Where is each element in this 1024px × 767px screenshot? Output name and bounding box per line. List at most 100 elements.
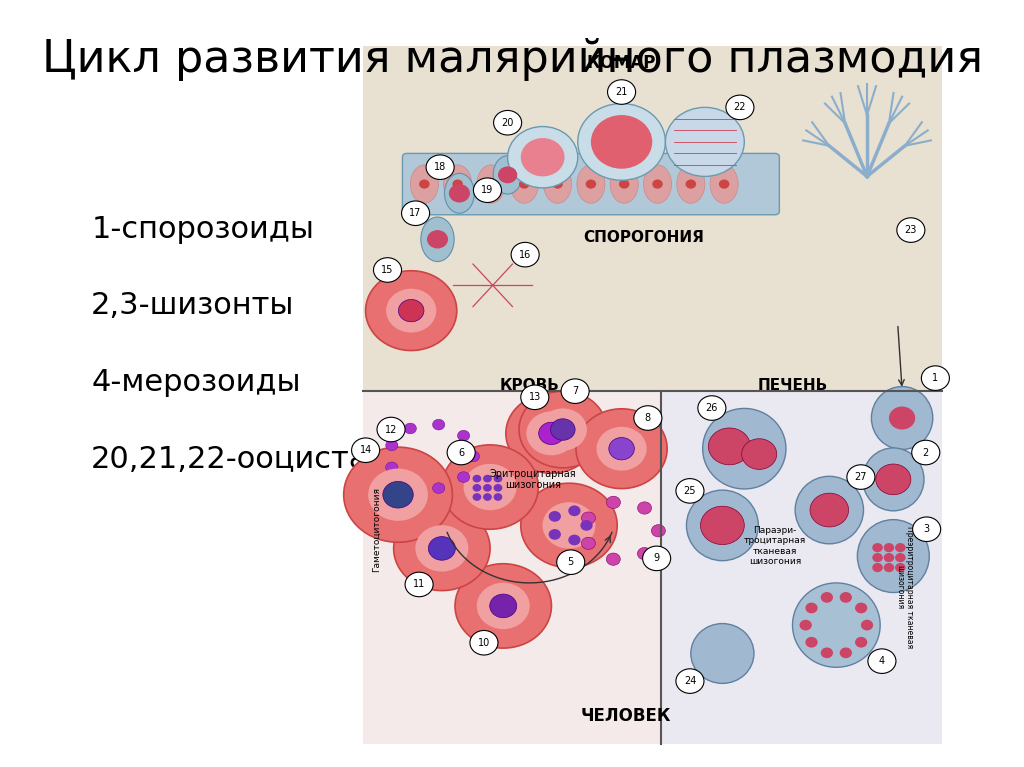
Text: 26: 26 bbox=[706, 403, 718, 413]
Circle shape bbox=[366, 271, 457, 351]
Circle shape bbox=[521, 138, 564, 176]
Circle shape bbox=[637, 548, 651, 560]
Text: 16: 16 bbox=[519, 249, 531, 260]
Circle shape bbox=[549, 529, 561, 540]
Circle shape bbox=[911, 440, 940, 465]
Circle shape bbox=[416, 525, 468, 571]
Text: 18: 18 bbox=[434, 162, 446, 173]
Text: 10: 10 bbox=[478, 637, 490, 648]
Text: 11: 11 bbox=[413, 579, 425, 590]
Circle shape bbox=[426, 155, 455, 179]
Ellipse shape bbox=[796, 476, 863, 544]
Circle shape bbox=[876, 464, 911, 495]
Text: 27: 27 bbox=[855, 472, 867, 482]
Circle shape bbox=[861, 620, 873, 630]
Circle shape bbox=[344, 447, 453, 542]
Circle shape bbox=[638, 502, 651, 514]
Circle shape bbox=[521, 483, 617, 568]
FancyBboxPatch shape bbox=[362, 46, 941, 744]
Text: Гаметоцитогония: Гаметоцитогония bbox=[372, 487, 381, 571]
Circle shape bbox=[581, 520, 593, 531]
Circle shape bbox=[806, 603, 817, 614]
Circle shape bbox=[498, 166, 517, 183]
Circle shape bbox=[549, 511, 561, 522]
Circle shape bbox=[868, 649, 896, 673]
Text: 19: 19 bbox=[481, 185, 494, 196]
Circle shape bbox=[386, 288, 436, 333]
Circle shape bbox=[855, 603, 867, 614]
Text: Преэритроцитарная тканевая
шизогония: Преэритроцитарная тканевая шизогония bbox=[895, 525, 914, 648]
Ellipse shape bbox=[577, 165, 605, 203]
Circle shape bbox=[912, 517, 941, 542]
Circle shape bbox=[428, 537, 456, 560]
Text: 21: 21 bbox=[615, 87, 628, 97]
Circle shape bbox=[419, 179, 430, 189]
Circle shape bbox=[467, 451, 479, 462]
Circle shape bbox=[369, 469, 428, 521]
Ellipse shape bbox=[510, 165, 539, 203]
Ellipse shape bbox=[857, 520, 929, 592]
Circle shape bbox=[404, 423, 417, 434]
Text: 7: 7 bbox=[572, 386, 579, 397]
Circle shape bbox=[806, 637, 817, 647]
Text: 3: 3 bbox=[924, 524, 930, 535]
Circle shape bbox=[519, 391, 606, 468]
Text: КОМАР: КОМАР bbox=[587, 54, 656, 71]
Circle shape bbox=[676, 479, 703, 503]
Circle shape bbox=[568, 535, 581, 545]
Circle shape bbox=[609, 437, 634, 460]
Text: 1-спорозоиды: 1-спорозоиды bbox=[91, 215, 314, 244]
Circle shape bbox=[483, 475, 492, 482]
Circle shape bbox=[386, 462, 398, 472]
Text: 20: 20 bbox=[502, 117, 514, 128]
Ellipse shape bbox=[643, 165, 672, 203]
Ellipse shape bbox=[677, 165, 705, 203]
Circle shape bbox=[561, 379, 589, 403]
Circle shape bbox=[404, 479, 417, 489]
Circle shape bbox=[847, 465, 874, 489]
Text: КРОВЬ: КРОВЬ bbox=[500, 377, 559, 393]
Ellipse shape bbox=[666, 107, 744, 176]
Circle shape bbox=[597, 426, 646, 471]
Circle shape bbox=[606, 553, 621, 565]
Circle shape bbox=[386, 440, 398, 451]
Circle shape bbox=[455, 564, 552, 648]
Circle shape bbox=[895, 543, 905, 552]
Circle shape bbox=[855, 637, 867, 647]
Ellipse shape bbox=[862, 448, 924, 511]
Circle shape bbox=[884, 553, 894, 562]
Text: Цикл развития малярийного плазмодия: Цикл развития малярийного плазмодия bbox=[42, 38, 982, 81]
Circle shape bbox=[872, 553, 883, 562]
Circle shape bbox=[586, 179, 596, 189]
Circle shape bbox=[652, 179, 663, 189]
Circle shape bbox=[458, 430, 470, 441]
Circle shape bbox=[506, 393, 597, 473]
Circle shape bbox=[447, 440, 475, 465]
Ellipse shape bbox=[691, 624, 754, 683]
Circle shape bbox=[575, 409, 668, 489]
Circle shape bbox=[884, 563, 894, 572]
Text: 23: 23 bbox=[904, 225, 918, 235]
Circle shape bbox=[453, 179, 463, 189]
Circle shape bbox=[393, 506, 490, 591]
Circle shape bbox=[539, 422, 564, 445]
Circle shape bbox=[401, 201, 430, 225]
Text: 22: 22 bbox=[733, 102, 746, 113]
Circle shape bbox=[494, 484, 503, 492]
Text: 24: 24 bbox=[684, 676, 696, 686]
Circle shape bbox=[800, 620, 812, 630]
Circle shape bbox=[494, 110, 521, 135]
Text: СПОРОГОНИЯ: СПОРОГОНИЯ bbox=[583, 230, 703, 245]
Circle shape bbox=[442, 445, 539, 529]
Text: 2: 2 bbox=[923, 447, 929, 458]
Circle shape bbox=[810, 493, 849, 527]
Circle shape bbox=[700, 506, 744, 545]
Circle shape bbox=[464, 464, 516, 510]
Ellipse shape bbox=[793, 583, 881, 667]
Text: 8: 8 bbox=[645, 413, 651, 423]
Circle shape bbox=[508, 127, 578, 188]
Text: 17: 17 bbox=[410, 208, 422, 219]
Circle shape bbox=[897, 218, 925, 242]
Text: 14: 14 bbox=[359, 445, 372, 456]
Text: 12: 12 bbox=[385, 424, 397, 435]
